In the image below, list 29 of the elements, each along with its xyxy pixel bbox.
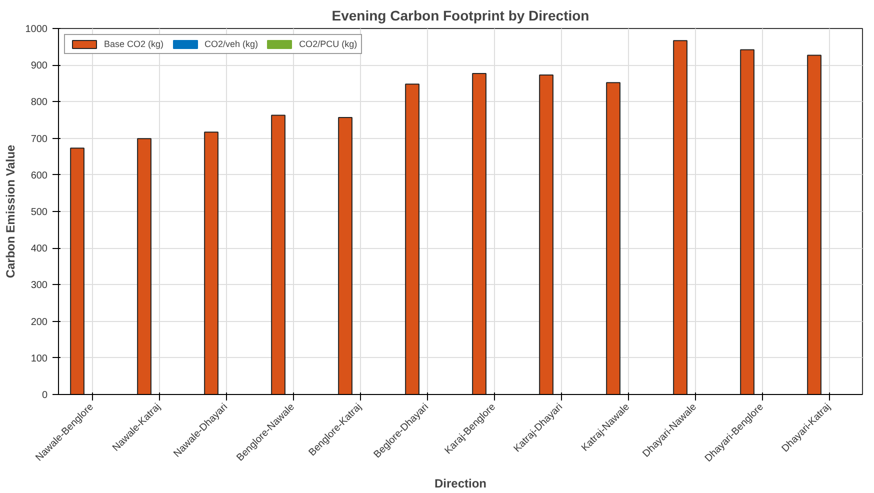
bar [338,116,352,394]
y-tick-label: 100 [30,353,48,364]
bar [472,73,486,394]
y-tick-label: 400 [30,244,48,255]
y-tick-label: 500 [30,207,48,218]
y-tick-label: 700 [30,134,48,145]
y-tick-label: 0 [42,390,48,401]
y-tick-label: 600 [30,170,48,182]
legend-label: Base CO2 (kg) [104,39,164,49]
x-axis-title: Direction [434,476,487,490]
chart-title: Evening Carbon Footprint by Direction [332,8,590,24]
legend-label: CO2/PCU (kg) [299,39,358,49]
bar [70,148,84,394]
bar [271,114,286,394]
bar [740,49,754,394]
y-tick-label: 300 [30,280,48,292]
bar [405,84,420,394]
bar [606,82,620,394]
y-tick-label: 800 [30,97,48,108]
bar [539,74,554,394]
legend-label: CO2/veh (kg) [204,39,258,49]
y-tick-label: 900 [30,60,48,72]
y-tick-label: 1000 [25,24,48,35]
bar [204,132,218,394]
bar [807,54,822,394]
bar [673,40,688,394]
bar [137,138,152,394]
y-tick-label: 200 [30,316,48,328]
y-axis-title: Carbon Emission Value [3,144,18,278]
